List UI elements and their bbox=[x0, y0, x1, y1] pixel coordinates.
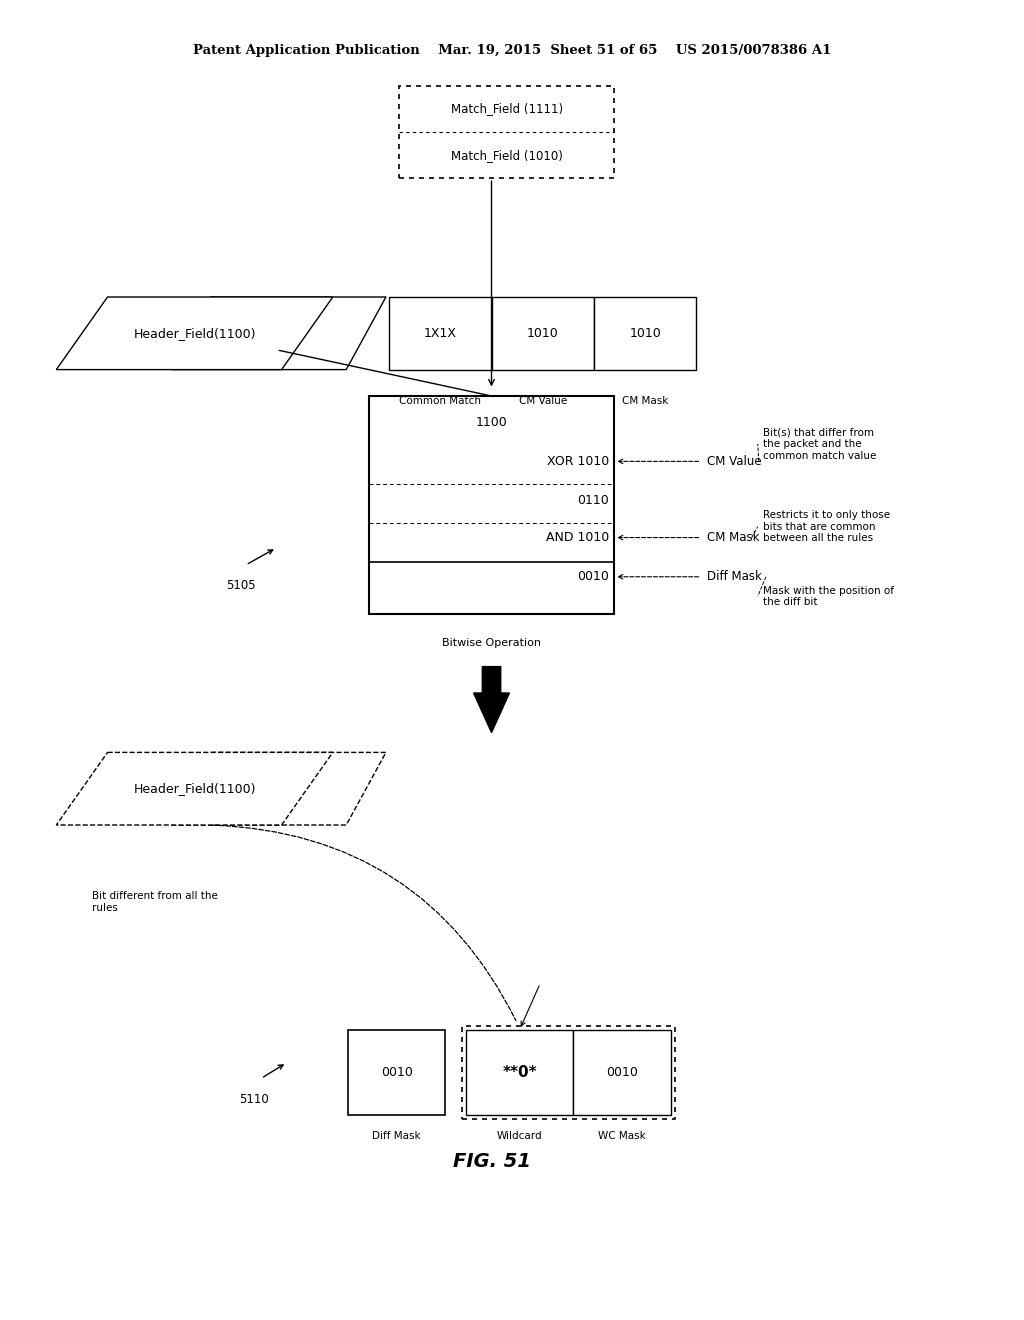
Text: 1010: 1010 bbox=[629, 327, 662, 339]
FancyArrowPatch shape bbox=[213, 825, 516, 1020]
FancyBboxPatch shape bbox=[573, 1030, 671, 1115]
Text: CM Value: CM Value bbox=[707, 455, 761, 467]
Text: 5105: 5105 bbox=[226, 579, 255, 593]
Text: 0110: 0110 bbox=[578, 494, 609, 507]
Text: CM Mask: CM Mask bbox=[622, 396, 669, 407]
Text: **0*: **0* bbox=[503, 1065, 537, 1080]
Text: 1100: 1100 bbox=[475, 416, 508, 429]
Text: 5110: 5110 bbox=[239, 1093, 269, 1106]
Text: FIG. 51: FIG. 51 bbox=[453, 1152, 530, 1171]
Text: Restricts it to only those
bits that are common
between all the rules: Restricts it to only those bits that are… bbox=[763, 510, 890, 544]
Text: Bit(s) that differ from
the packet and the
common match value: Bit(s) that differ from the packet and t… bbox=[763, 428, 877, 461]
Text: CM Mask: CM Mask bbox=[707, 531, 759, 544]
Text: Diff Mask: Diff Mask bbox=[373, 1131, 421, 1142]
FancyBboxPatch shape bbox=[399, 86, 614, 178]
Text: Mask with the position of
the diff bit: Mask with the position of the diff bit bbox=[763, 586, 894, 607]
Text: Header_Field(1100): Header_Field(1100) bbox=[133, 783, 256, 795]
Text: WC Mask: WC Mask bbox=[598, 1131, 646, 1142]
Text: Bit different from all the
rules: Bit different from all the rules bbox=[92, 891, 218, 912]
Text: XOR 1010: XOR 1010 bbox=[547, 455, 609, 467]
Text: 0010: 0010 bbox=[606, 1067, 638, 1078]
FancyBboxPatch shape bbox=[462, 1026, 675, 1119]
Text: CM Value: CM Value bbox=[518, 396, 567, 407]
Text: 1X1X: 1X1X bbox=[424, 327, 457, 339]
Polygon shape bbox=[56, 297, 333, 370]
Text: Match_Field (1111): Match_Field (1111) bbox=[451, 103, 563, 115]
FancyBboxPatch shape bbox=[492, 297, 594, 370]
FancyBboxPatch shape bbox=[369, 396, 614, 614]
Text: Match_Field (1010): Match_Field (1010) bbox=[451, 149, 563, 161]
Text: 0010: 0010 bbox=[578, 570, 609, 583]
FancyBboxPatch shape bbox=[466, 1030, 573, 1115]
Text: AND 1010: AND 1010 bbox=[546, 531, 609, 544]
FancyBboxPatch shape bbox=[348, 1030, 445, 1115]
Polygon shape bbox=[56, 752, 333, 825]
Text: Header_Field(1100): Header_Field(1100) bbox=[133, 327, 256, 339]
Text: 0010: 0010 bbox=[381, 1067, 413, 1078]
Text: Patent Application Publication    Mar. 19, 2015  Sheet 51 of 65    US 2015/00783: Patent Application Publication Mar. 19, … bbox=[193, 44, 831, 57]
Text: Diff Mask: Diff Mask bbox=[707, 570, 762, 583]
Text: 1010: 1010 bbox=[526, 327, 559, 339]
Polygon shape bbox=[473, 667, 510, 733]
Text: Wildcard: Wildcard bbox=[497, 1131, 543, 1142]
FancyBboxPatch shape bbox=[389, 297, 492, 370]
Text: Common Match: Common Match bbox=[399, 396, 481, 407]
FancyBboxPatch shape bbox=[594, 297, 696, 370]
Text: Bitwise Operation: Bitwise Operation bbox=[442, 638, 541, 648]
